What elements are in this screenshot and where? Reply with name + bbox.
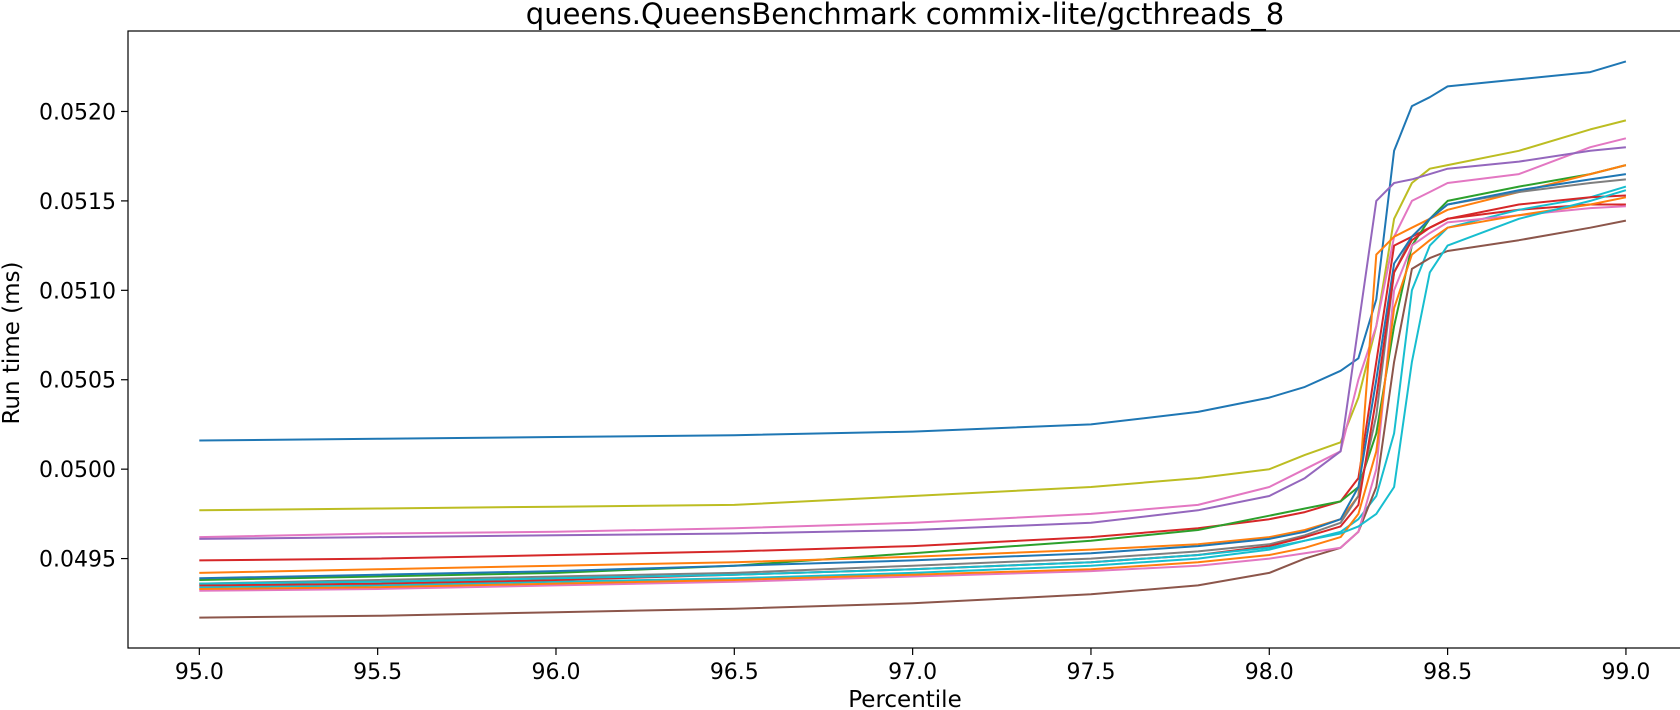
chart-title: queens.QueensBenchmark commix-lite/gcthr… <box>526 0 1284 31</box>
axis-layer: 95.0 95.5 96.0 96.5 97.0 97.5 98.0 98.5 99.0 0.04… <box>39 100 1650 685</box>
plot-area-frame <box>127 30 1680 649</box>
x-tick-label: 96.0 <box>531 660 580 685</box>
series-line-10 <box>199 173 1627 580</box>
series-line-2 <box>199 119 1627 512</box>
y-tick-label: 0.0500 <box>39 458 116 483</box>
x-tick-label: 97.5 <box>1066 660 1115 685</box>
y-tick-label: 0.0510 <box>39 279 116 304</box>
series-line-13 <box>199 196 1627 590</box>
x-axis-label: Percentile <box>848 687 961 710</box>
x-tick-label: 97.0 <box>888 660 937 685</box>
x-tick-label: 95.5 <box>353 660 402 685</box>
series-line-3 <box>199 137 1627 539</box>
x-tick-label: 95.0 <box>175 660 224 685</box>
series-line-5 <box>199 203 1626 562</box>
y-tick-label: 0.0495 <box>39 548 116 573</box>
x-tick-label: 99.0 <box>1601 660 1650 685</box>
y-tick-label: 0.0520 <box>39 100 116 125</box>
series-line-7 <box>199 164 1627 574</box>
series-line-15 <box>199 189 1627 585</box>
x-tick-label: 98.5 <box>1423 660 1472 685</box>
x-tick-label: 96.5 <box>710 660 759 685</box>
series-line-4 <box>199 146 1627 540</box>
y-tick-label: 0.0515 <box>39 190 116 215</box>
y-tick-label: 0.0505 <box>39 369 116 394</box>
series-line-12 <box>199 205 1626 592</box>
y-axis-label: Run time (ms) <box>0 261 25 424</box>
x-tick-label: 98.0 <box>1245 660 1294 685</box>
series-layer <box>199 60 1627 619</box>
series-line-1 <box>199 60 1627 442</box>
